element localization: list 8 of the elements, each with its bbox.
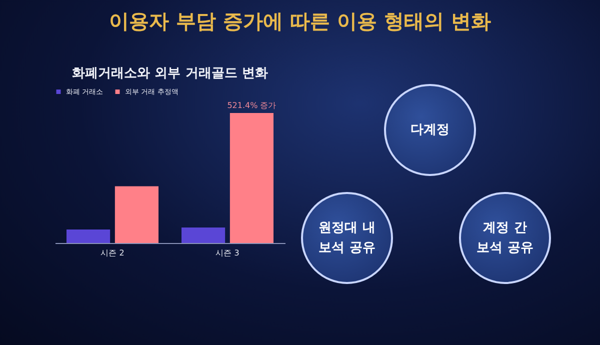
text: 원정대 내 보석 공유 — [318, 220, 376, 257]
text: 계정 간 보석 공유 — [476, 220, 534, 257]
chart-subtitle: 화폐거래소와 외부 거래골드 변화 — [72, 66, 268, 81]
x-tick-label: 시즌 3 — [216, 248, 240, 258]
x-tick-label: 시즌 2 — [100, 248, 124, 258]
annotation: 521.4% 증가 — [227, 101, 276, 110]
text: 다계정 — [410, 121, 450, 140]
chart-title: 이용자 부담 증가에 따른 이용 형태의 변화 — [108, 8, 492, 35]
